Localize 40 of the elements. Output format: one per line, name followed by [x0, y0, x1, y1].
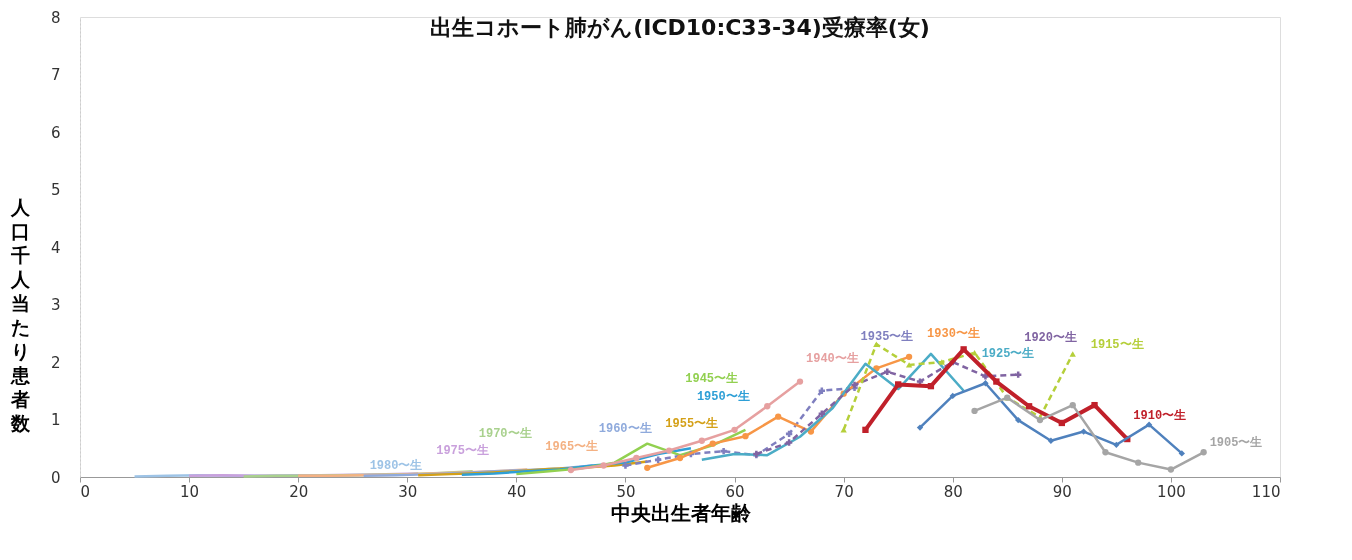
text: 1955〜生	[665, 416, 719, 432]
x-tick-label: 80	[943, 482, 963, 501]
text: 1975〜生	[436, 442, 489, 458]
x-tick-label: 90	[1052, 482, 1072, 501]
x-tick-label: 0	[80, 482, 91, 501]
x-tick-label: 110	[1251, 482, 1281, 501]
x-tick-label: 30	[398, 482, 418, 501]
text: 1950〜生	[696, 389, 750, 405]
text: 1945〜生	[685, 370, 739, 386]
text: 1965〜生	[545, 438, 599, 454]
x-tick-label: 60	[725, 482, 745, 501]
text: 1960〜生	[598, 420, 652, 436]
x-tick-label: 70	[834, 482, 854, 501]
y-tick-label: 8	[50, 8, 61, 27]
x-tick-label: 100	[1157, 482, 1186, 501]
y-tick-label: 1	[50, 411, 61, 429]
chart-title: 出生コホート肺がん(ICD10:C33-34)受療率(女)	[430, 15, 930, 40]
series-label: 1930〜生	[927, 325, 980, 341]
series-label: 1905〜生	[1209, 435, 1263, 451]
text: 1920〜生	[1024, 329, 1077, 345]
y-tick-label: 7	[50, 66, 61, 84]
text: 1970〜生	[478, 426, 532, 442]
series-label: 1940〜生	[806, 350, 859, 366]
text: 1935〜生	[860, 328, 914, 344]
x-tick-label: 20	[289, 482, 309, 501]
y-tick-label: 2	[50, 353, 61, 372]
x-tick-label: 50	[616, 482, 636, 501]
text: 人口千人当たり患者数	[11, 195, 30, 434]
y-tick-label: 0	[50, 468, 61, 487]
series-label: 1910〜生	[1133, 408, 1187, 424]
y-tick-label: 3	[50, 296, 61, 314]
x-axis-title: 中央出生者年齢	[610, 500, 752, 525]
series-label: 1915〜生	[1090, 336, 1144, 352]
y-tick-label: 4	[50, 238, 61, 257]
y-tick-label: 6	[50, 123, 61, 142]
x-tick-label: 10	[180, 482, 200, 501]
x-tick-label: 40	[507, 482, 527, 501]
y-tick-label: 5	[50, 181, 61, 199]
text: 1925〜生	[981, 345, 1035, 361]
series-label: 1980〜生	[369, 458, 423, 474]
